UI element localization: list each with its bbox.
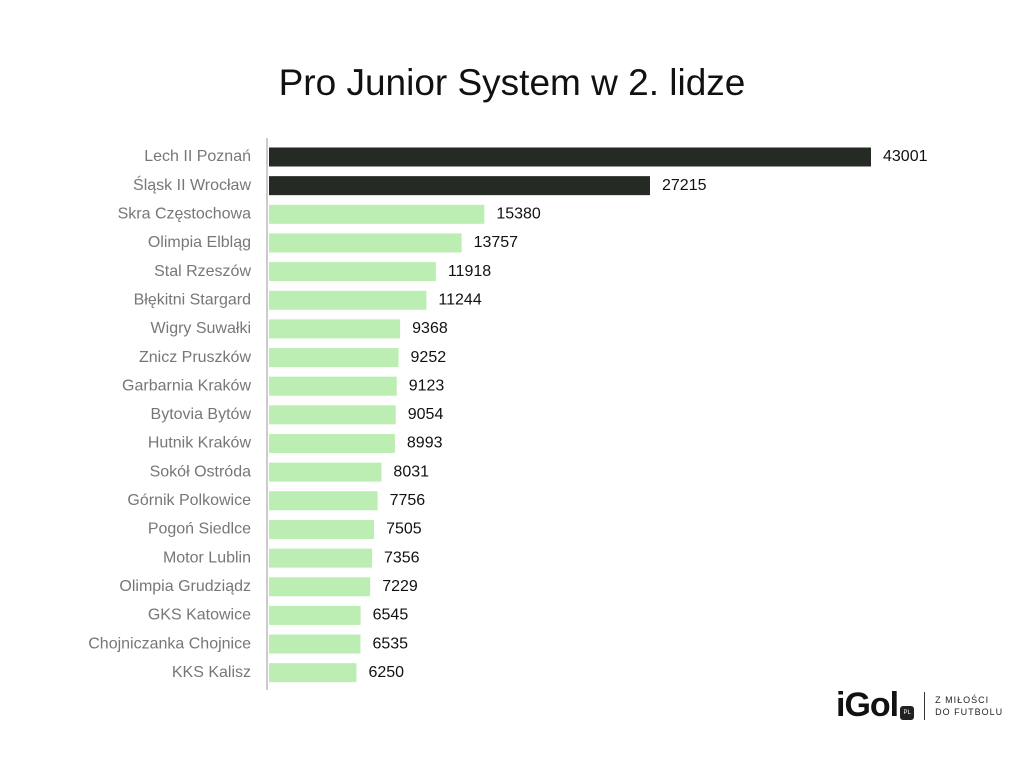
bar xyxy=(269,176,651,196)
bar xyxy=(269,233,462,253)
bar xyxy=(269,204,485,224)
category-label: Lech II Poznań xyxy=(144,148,251,165)
bar xyxy=(269,605,361,625)
category-label: Olimpia Elbląg xyxy=(148,234,251,251)
category-label: Chojniczanka Chojnice xyxy=(88,635,251,652)
category-label: Motor Lublin xyxy=(163,549,251,566)
value-label: 7229 xyxy=(382,578,418,595)
bar xyxy=(269,519,375,539)
bar xyxy=(269,663,357,683)
category-label: Stal Rzeszów xyxy=(154,263,251,280)
bar xyxy=(269,319,401,339)
category-label: Hutnik Kraków xyxy=(148,435,252,452)
category-label: Skra Częstochowa xyxy=(118,206,251,223)
value-label: 6250 xyxy=(368,664,404,681)
value-label: 6545 xyxy=(373,607,409,624)
bar xyxy=(269,577,371,597)
bar xyxy=(269,462,382,482)
bar xyxy=(269,548,372,568)
category-label: Sokół Ostróda xyxy=(150,463,251,480)
logo-badge: PL xyxy=(900,705,915,720)
category-label: Bytovia Bytów xyxy=(151,406,252,423)
bar xyxy=(269,348,399,368)
bar xyxy=(269,290,427,310)
value-label: 7356 xyxy=(384,549,420,566)
bar xyxy=(269,376,397,396)
chart-title: Pro Junior System w 2. lidze xyxy=(278,62,746,103)
category-label: Pogoń Siedlce xyxy=(148,521,251,538)
value-label: 11244 xyxy=(438,291,481,308)
bar xyxy=(269,634,361,654)
category-label: Garbarnia Kraków xyxy=(122,377,251,394)
logo-text: iGol xyxy=(836,686,899,724)
value-label: 13757 xyxy=(474,234,519,251)
value-label: 9368 xyxy=(412,320,448,337)
value-label: 7756 xyxy=(390,492,426,509)
value-label: 15380 xyxy=(496,206,541,223)
value-label: 9123 xyxy=(409,377,445,394)
igol-logo: iGol PL Z MIŁOŚCI DO FUTBOLU xyxy=(836,686,1005,725)
category-label: Olimpia Grudziądz xyxy=(119,578,251,595)
value-label: 6535 xyxy=(372,635,408,652)
value-label: 9054 xyxy=(408,406,444,423)
tagline-line-2: DO FUTBOLU xyxy=(935,706,1004,717)
bar xyxy=(269,405,396,425)
bar xyxy=(269,434,395,453)
value-label: 9252 xyxy=(411,349,447,366)
category-label: Górnik Polkowice xyxy=(127,492,251,509)
category-label: KKS Kalisz xyxy=(172,664,251,681)
tagline-line-1: Z MIŁOŚCI xyxy=(935,694,990,705)
logo-divider xyxy=(924,691,926,720)
category-label: Błękitni Stargard xyxy=(134,291,251,308)
value-label: 8993 xyxy=(407,435,443,452)
logo-tagline: Z MIŁOŚCI DO FUTBOLU xyxy=(935,694,1005,718)
category-label: Wigry Suwałki xyxy=(151,320,251,337)
value-label: 11918 xyxy=(448,263,491,280)
value-label: 8031 xyxy=(393,463,429,480)
category-label: Znicz Pruszków xyxy=(139,349,251,366)
bar xyxy=(269,262,436,282)
category-label: Śląsk II Wrocław xyxy=(133,175,251,194)
bar xyxy=(269,147,871,167)
bar xyxy=(269,491,378,511)
category-label: GKS Katowice xyxy=(148,607,251,624)
value-label: 43001 xyxy=(883,148,928,165)
value-label: 27215 xyxy=(662,177,707,194)
value-label: 7505 xyxy=(386,521,422,538)
